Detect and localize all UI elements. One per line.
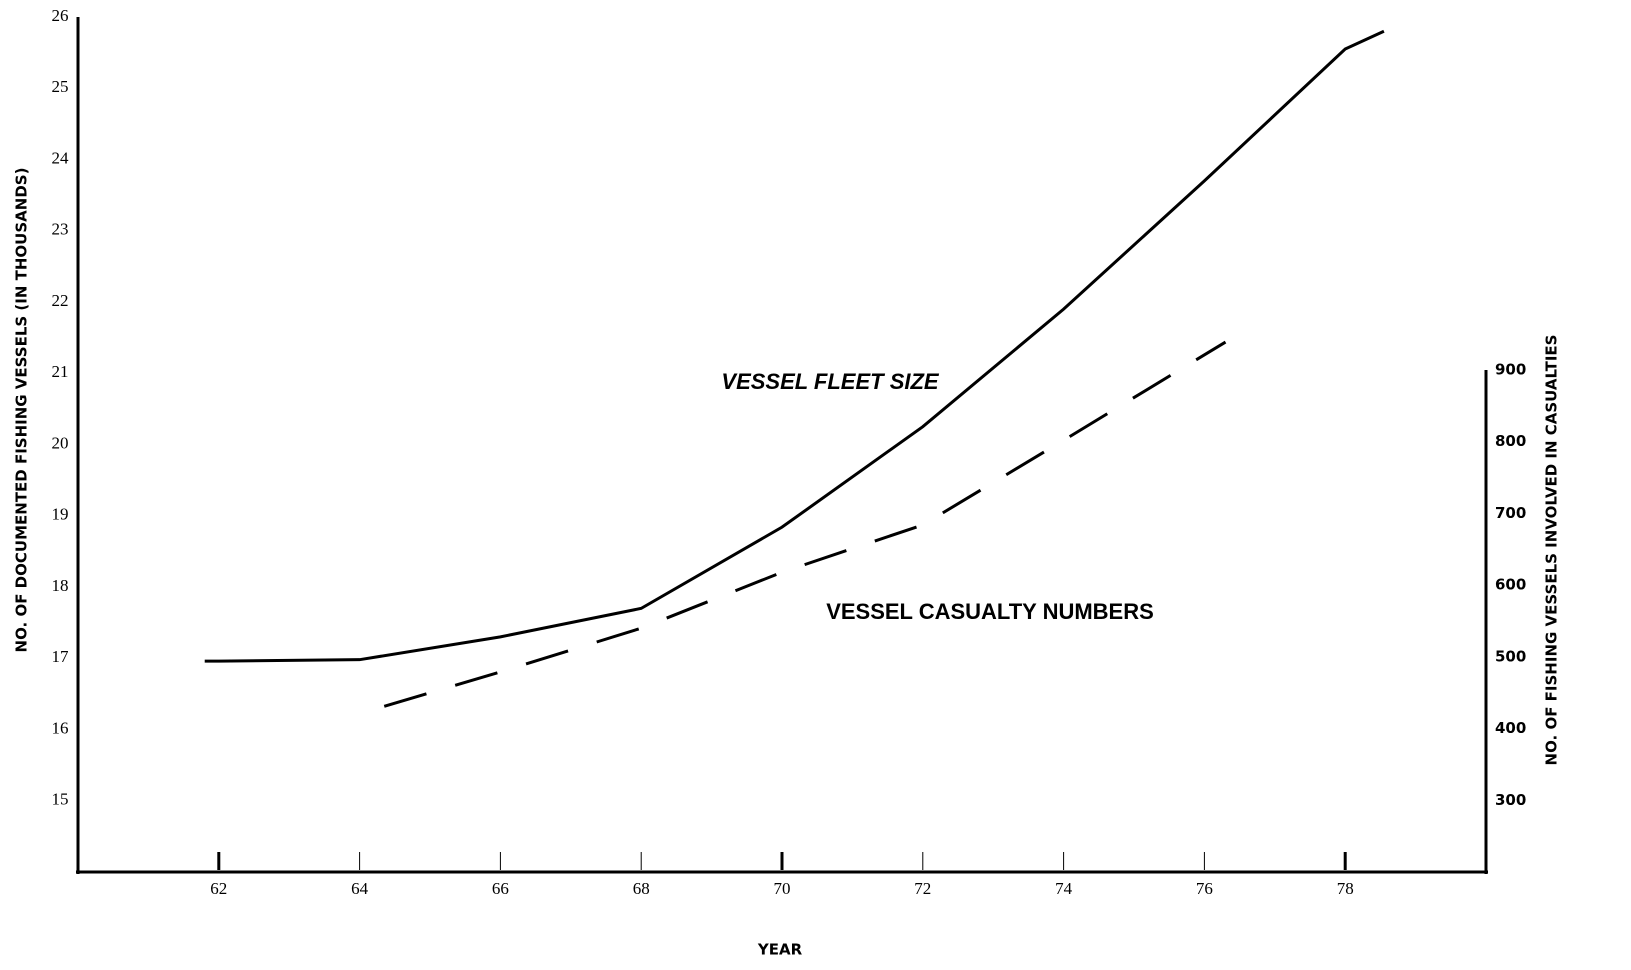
y-tick-label: 17 bbox=[52, 647, 70, 666]
x-tick-label: 68 bbox=[633, 879, 650, 898]
y-tick-label: 26 bbox=[52, 6, 69, 25]
y-tick-label: 25 bbox=[52, 77, 69, 96]
y-tick-label: 18 bbox=[52, 576, 69, 595]
y2-axis-title: NO. OF FISHING VESSELS INVOLVED IN CASUA… bbox=[1543, 335, 1561, 766]
y2-tick-label: 800 bbox=[1495, 432, 1526, 450]
y2-tick-label: 900 bbox=[1495, 361, 1526, 379]
x-tick-label: 74 bbox=[1055, 879, 1073, 898]
y2-tick-label: 700 bbox=[1495, 504, 1526, 522]
y-tick-label: 23 bbox=[52, 220, 69, 239]
y2-tick-label: 500 bbox=[1495, 647, 1526, 665]
annotation: VESSEL CASUALTY NUMBERS bbox=[826, 599, 1154, 624]
y-tick-label: 16 bbox=[52, 718, 69, 737]
annotation: VESSEL FLEET SIZE bbox=[721, 369, 940, 394]
y-tick-label: 20 bbox=[52, 433, 69, 452]
y-tick-label: 15 bbox=[52, 790, 69, 809]
x-tick-label: 72 bbox=[914, 879, 931, 898]
y2-tick-label: 600 bbox=[1495, 576, 1526, 594]
y-tick-label: 22 bbox=[52, 291, 69, 310]
x-tick-label: 62 bbox=[210, 879, 227, 898]
line bbox=[383, 340, 1227, 708]
x-axis-title: YEAR bbox=[757, 941, 803, 959]
y-tick-label: 24 bbox=[52, 148, 70, 167]
x-tick-label: 70 bbox=[774, 879, 791, 898]
x-tick-label: 66 bbox=[492, 879, 509, 898]
y-axis-title: NO. OF DOCUMENTED FISHING VESSELS (IN TH… bbox=[13, 168, 31, 653]
x-tick-label: 78 bbox=[1337, 879, 1354, 898]
x-tick-label: 64 bbox=[351, 879, 369, 898]
y2-tick-label: 300 bbox=[1495, 791, 1526, 809]
x-tick-label: 76 bbox=[1196, 879, 1213, 898]
y2-tick-label: 400 bbox=[1495, 719, 1526, 737]
y-tick-label: 21 bbox=[52, 362, 69, 381]
y-tick-label: 19 bbox=[52, 505, 69, 524]
line bbox=[204, 29, 1385, 663]
